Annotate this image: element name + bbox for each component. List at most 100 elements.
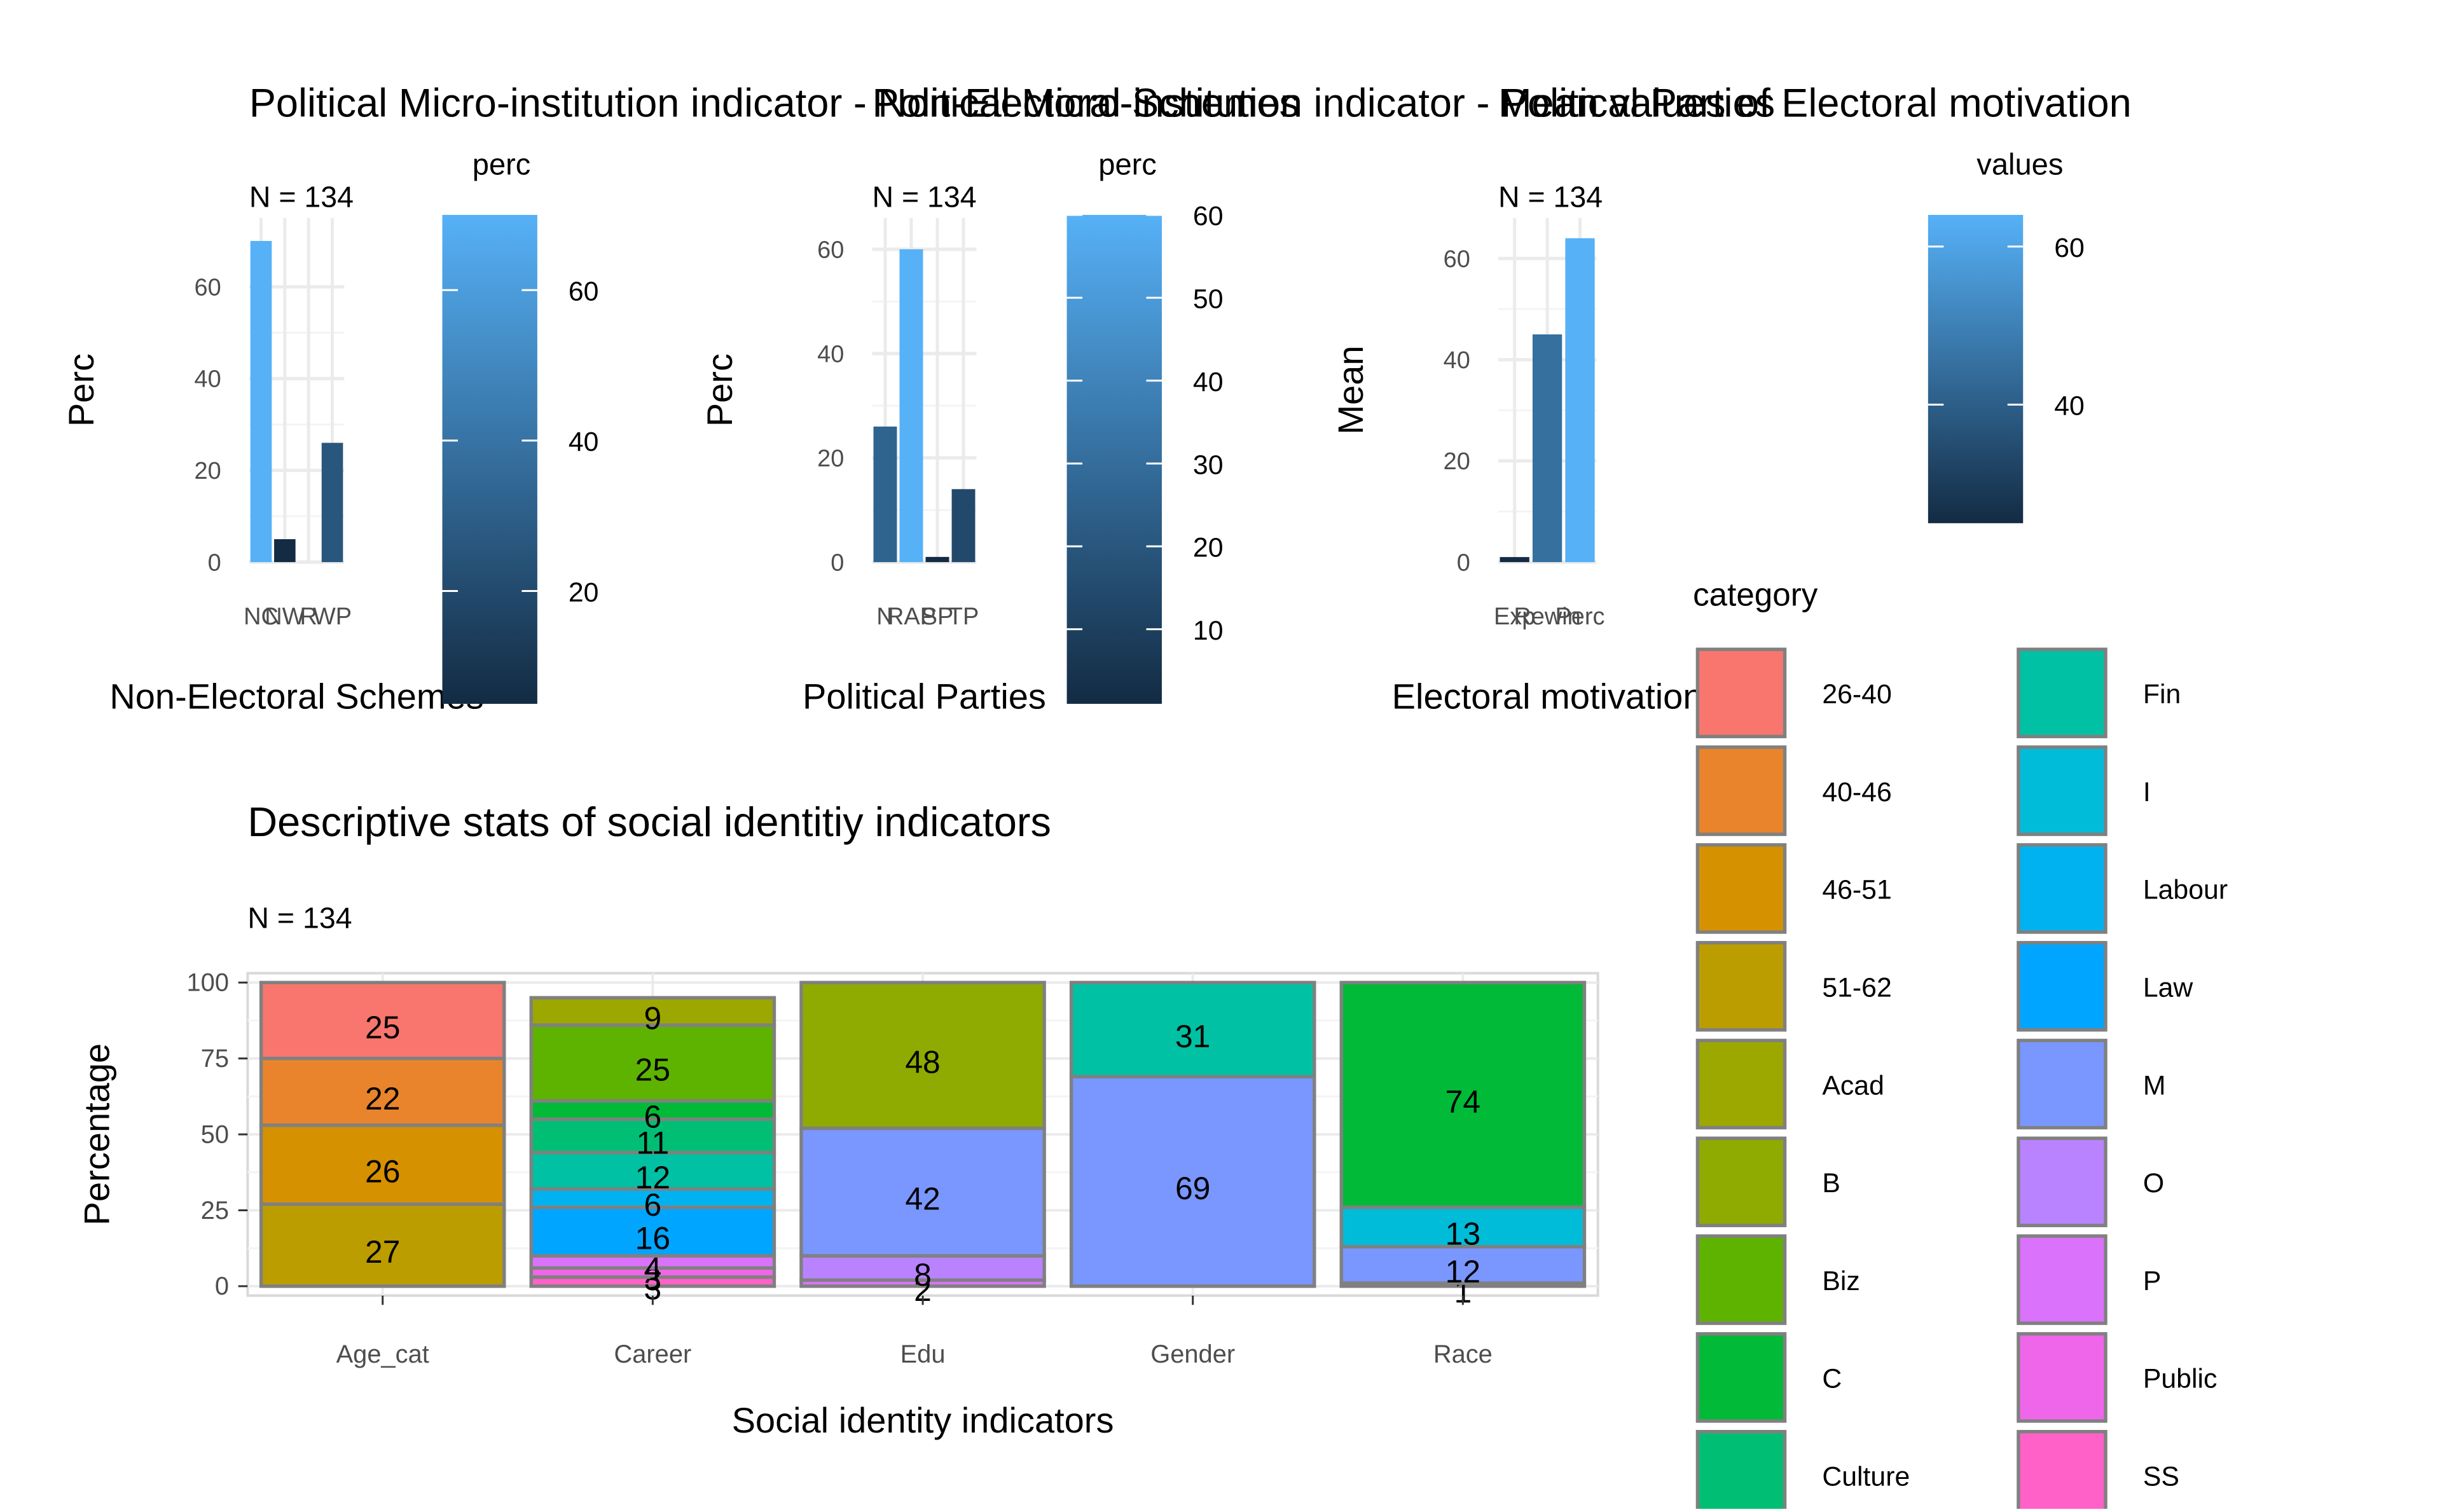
colorbar-title: perc [1098, 147, 1157, 181]
bar-wp [321, 443, 343, 563]
y-axis-title: Percentage [76, 1043, 116, 1226]
legend-key-i [2017, 745, 2107, 836]
y-tick-label: 0 [215, 1272, 229, 1300]
y-tick-label: 0 [208, 549, 221, 576]
y-tick-label: 40 [817, 341, 844, 368]
legend-title: category [1693, 577, 1818, 613]
bar-tp [951, 489, 976, 563]
segment-value-label: 69 [1175, 1171, 1210, 1206]
stack-segment-40-46 [259, 1057, 506, 1127]
legend-label: Public [2143, 1364, 2218, 1394]
colorbar-tick-label: 20 [569, 577, 599, 608]
x-tick-label: Perc [1556, 603, 1605, 630]
x-axis-title: Non-Electoral Schemes [109, 676, 483, 716]
segment-value-label: 16 [635, 1221, 670, 1256]
bar-nw [274, 539, 296, 563]
y-tick-label: 40 [1444, 347, 1470, 374]
stack-segment-c [529, 1099, 776, 1121]
stack-segment-c [1339, 980, 1587, 1209]
stack-segment-labour [529, 1187, 776, 1209]
legend-label: M [2143, 1070, 2166, 1101]
legend-key-c [1695, 1332, 1787, 1423]
legend-label: Biz [1822, 1266, 1859, 1296]
colorbar-tick-label: 50 [1193, 284, 1224, 315]
segment-value-label: 25 [635, 1052, 670, 1088]
y-axis-title: Mean [1330, 345, 1370, 434]
segment-value-label: 42 [905, 1181, 940, 1217]
legend-label: C [1822, 1364, 1842, 1394]
bar-exp [1500, 557, 1529, 563]
x-tick-label: WP [313, 603, 352, 630]
legend-label: B [1822, 1168, 1840, 1199]
stack-segment-acad [529, 996, 776, 1027]
x-tick-label: SP [921, 603, 954, 630]
chart-subtitle: N = 134 [872, 181, 976, 214]
x-tick-label: Rewin [1514, 603, 1580, 630]
x-tick-label: Age_cat [336, 1340, 429, 1368]
segment-value-label: 12 [635, 1160, 670, 1195]
stack-segment-biz [529, 1023, 776, 1103]
x-axis-title: Electoral motivation [1392, 676, 1703, 716]
y-axis-title: Perc [700, 354, 740, 427]
bar-n [873, 426, 897, 563]
x-tick-label: TP [948, 603, 979, 630]
chart-subtitle: N = 134 [247, 902, 352, 935]
x-tick-label: Career [614, 1340, 691, 1368]
y-tick-label: 40 [195, 366, 221, 393]
y-tick-label: 60 [817, 237, 844, 263]
segment-value-label: 48 [905, 1045, 940, 1080]
legend-label: Labour [2143, 875, 2228, 905]
colorbar-title: values [1976, 147, 2063, 181]
colorbar-tick-label: 20 [1193, 533, 1224, 563]
stack-segment-culture [529, 1117, 776, 1155]
stack-segment-46-51 [259, 1124, 506, 1206]
y-tick-label: 0 [1457, 549, 1470, 576]
legend-label: Culture [1822, 1461, 1910, 1492]
chart-title: Political Micro-institution indicator - … [872, 81, 1775, 126]
chart-subtitle: N = 134 [1498, 181, 1603, 214]
chart-title: Mean values of Electoral motivation [1498, 81, 2132, 126]
legend-label: SS [2143, 1461, 2179, 1492]
segment-value-label: 8 [914, 1257, 932, 1293]
segment-value-label: 31 [1175, 1019, 1210, 1054]
x-tick-label: NC [244, 603, 279, 630]
y-tick-label: 25 [201, 1197, 229, 1225]
colorbar-tick-label: 60 [2054, 233, 2085, 263]
stack-segment-o [799, 1254, 1046, 1282]
legend-label: Law [2143, 972, 2194, 1003]
y-tick-label: 75 [201, 1045, 229, 1073]
stack-segment-law [529, 1206, 776, 1258]
bar-sp [925, 556, 949, 563]
x-tick-label: N [876, 603, 893, 630]
legend-key-biz [1695, 1234, 1787, 1325]
colorbar-tick-label: 40 [2054, 391, 2085, 422]
stack-segment-b [799, 980, 1046, 1131]
colorbar [442, 214, 537, 704]
y-axis-title: Perc [61, 354, 101, 427]
legend-key-51-62 [1695, 940, 1787, 1032]
y-tick-label: 20 [817, 445, 844, 472]
legend-key-acad [1695, 1038, 1787, 1130]
legend-label: 40-46 [1822, 777, 1891, 808]
colorbar-tick-label: 60 [569, 277, 599, 307]
stack-segment-m [1069, 1075, 1316, 1288]
x-tick-label: Race [1433, 1340, 1493, 1368]
legend-category: category 26-40 40-46 46-51 51-62 Acad B Biz C Cul… [1693, 577, 2228, 1512]
legend-label: 26-40 [1822, 679, 1891, 710]
colorbar-title: perc [473, 147, 531, 181]
colorbar-tick-label: 40 [1193, 367, 1224, 397]
segment-value-label: 12 [1445, 1254, 1480, 1289]
y-tick-label: 0 [831, 549, 844, 576]
stack-segment-fin [1069, 980, 1316, 1079]
colorbar [1928, 214, 2024, 523]
legend-key-46-51 [1695, 843, 1787, 934]
colorbar-tick-label: 10 [1193, 615, 1224, 646]
legend-label: O [2143, 1168, 2164, 1199]
x-tick-label: Edu [900, 1340, 946, 1368]
segment-value-label: 6 [644, 1187, 662, 1223]
segment-value-label: 27 [365, 1234, 400, 1270]
segment-value-label: 9 [644, 1000, 662, 1036]
legend-label: 51-62 [1822, 972, 1891, 1003]
